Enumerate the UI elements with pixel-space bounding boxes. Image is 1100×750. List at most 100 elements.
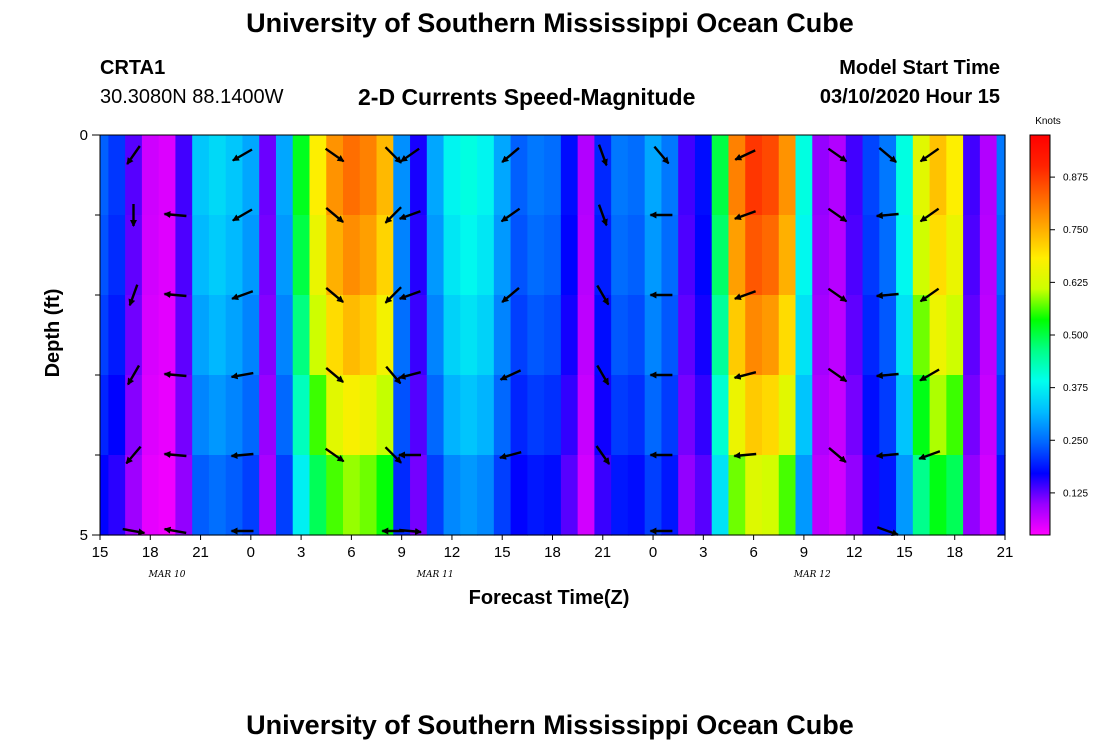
heatmap-cell [527, 135, 545, 216]
heatmap-cell [862, 455, 880, 536]
current-vector-arrow [230, 451, 254, 459]
x-tick-label: 15 [896, 544, 913, 561]
heatmap-cell [795, 215, 813, 296]
heatmap-cell [979, 455, 998, 536]
heatmap-cell [359, 295, 378, 376]
colorbar-tick-label: 0.375 [1063, 383, 1088, 394]
heatmap-cell [929, 455, 947, 536]
heatmap-cell [728, 295, 746, 376]
heatmap-cell [694, 295, 713, 376]
heatmap-cell [795, 455, 813, 536]
heatmap-cell [544, 135, 562, 216]
heatmap-cell [477, 135, 495, 216]
heatmap-cell [410, 295, 428, 376]
heatmap-cell [644, 295, 663, 376]
heatmap-cell [778, 455, 797, 536]
x-tick-label: 3 [297, 544, 305, 561]
heatmap-cell [812, 295, 830, 376]
heatmap-cell [359, 215, 378, 296]
x-date-label: MAR 12 [793, 570, 831, 580]
heatmap-cell [560, 375, 579, 456]
heatmap-cell [426, 375, 445, 456]
heatmap-cell [661, 295, 679, 376]
current-vector-arrow [163, 526, 187, 535]
heatmap-cell [728, 135, 746, 216]
colorbar-bar [1029, 134, 1051, 536]
heatmap-cell [862, 295, 880, 376]
heatmap-cell [393, 375, 411, 456]
heatmap-cell [125, 455, 143, 536]
heatmap-cell [158, 455, 177, 536]
current-vector-arrow [919, 287, 940, 303]
heatmap-cell [493, 215, 512, 296]
heatmap-cell [929, 295, 947, 376]
heatmap-cell [678, 375, 696, 456]
heatmap-cell [259, 135, 277, 216]
heatmap-cell [426, 455, 445, 536]
heatmap-cell [661, 215, 679, 296]
heatmap-cell [309, 375, 327, 456]
heatmap-cell [493, 375, 512, 456]
heatmap-cell [996, 295, 1006, 376]
heatmap-cell [812, 455, 830, 536]
x-tick-label: 9 [397, 544, 405, 561]
current-vector-arrow [501, 146, 520, 164]
heatmap-cell [208, 215, 227, 296]
heatmap-cell [862, 215, 880, 296]
x-tick-label: 21 [192, 544, 209, 561]
heatmap-cell [694, 375, 713, 456]
heatmap-cell [309, 455, 327, 536]
heatmap-cell [745, 455, 763, 536]
heatmap-cell [544, 215, 562, 296]
heatmap-cell [175, 215, 193, 296]
x-tick-label: 18 [946, 544, 963, 561]
current-vector-arrow [733, 290, 757, 301]
current-vector-arrow [163, 211, 187, 219]
current-vector-arrow [653, 145, 670, 165]
heatmap-cell [275, 455, 294, 536]
heatmap-cell [694, 455, 713, 536]
heatmap-cell [845, 455, 864, 536]
current-vector-arrow [827, 287, 848, 303]
heatmap-cell [393, 215, 411, 296]
heatmap-cell [594, 375, 612, 456]
heatmap-cell [879, 295, 897, 376]
heatmap-cell [778, 135, 797, 216]
heatmap-cell [242, 455, 260, 536]
heatmap-cell [158, 295, 177, 376]
heatmap-cell [510, 135, 528, 216]
heatmap-cell [577, 135, 595, 216]
heatmap-cell [275, 215, 294, 296]
heatmap-cell [611, 135, 629, 216]
heatmap-cell [879, 375, 897, 456]
heatmap-cell [845, 295, 864, 376]
heatmap-cell [611, 295, 629, 376]
heatmap-cell [225, 455, 244, 536]
heatmap-cell [979, 375, 998, 456]
x-tick-label: 18 [544, 544, 561, 561]
heatmap-cell [326, 375, 344, 456]
heatmap-cell [100, 215, 109, 296]
heatmap-cell [711, 455, 730, 536]
heatmap-cell [208, 375, 227, 456]
heatmap-cell [862, 375, 880, 456]
heatmap-cell [577, 295, 595, 376]
heatmap-cell [527, 215, 545, 296]
x-tick-label: 9 [800, 544, 808, 561]
heatmap-cell [912, 215, 931, 296]
x-date-label: MAR 11 [416, 570, 454, 580]
current-vector-arrow [398, 371, 422, 380]
heatmap-cell [158, 135, 177, 216]
current-vector-arrow [398, 527, 422, 535]
heatmap-cell [225, 215, 244, 296]
heatmap-cell [996, 375, 1006, 456]
heatmap-cell [778, 295, 797, 376]
heatmap-cell [460, 455, 478, 536]
heatmap-cell [829, 215, 847, 296]
y-tick-label: 5 [80, 527, 88, 544]
current-vector-arrow [595, 445, 611, 465]
current-vector-arrow [596, 284, 610, 306]
current-vector-arrow [827, 207, 848, 223]
current-vector-arrow [875, 211, 899, 219]
heatmap-cell [694, 215, 713, 296]
